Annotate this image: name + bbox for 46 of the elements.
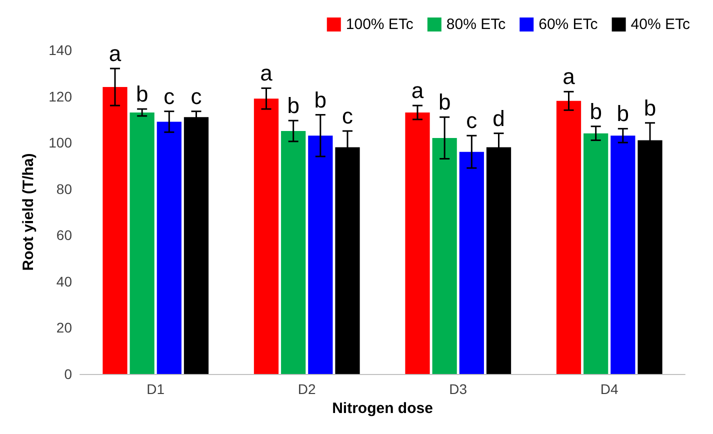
data-label: b	[438, 90, 451, 115]
y-tick-label: 120	[48, 88, 72, 104]
x-tick-label: D3	[449, 381, 468, 397]
bar	[405, 112, 430, 374]
legend-label: 40% ETc	[630, 16, 690, 33]
data-label: c	[190, 84, 202, 109]
data-label: a	[562, 64, 576, 90]
bar	[556, 100, 582, 374]
x-tick-label: D4	[600, 381, 619, 397]
bar	[102, 87, 128, 374]
bar	[584, 133, 608, 374]
data-label: b	[644, 95, 656, 120]
bar	[281, 131, 306, 374]
data-label: a	[411, 78, 424, 104]
bar	[156, 122, 182, 374]
data-label: c	[342, 104, 353, 128]
x-tick-label: D1	[146, 381, 165, 397]
bar	[459, 152, 484, 374]
bar	[308, 136, 333, 374]
x-axis-title: Nitrogen dose	[332, 400, 433, 417]
data-label: b	[287, 93, 300, 118]
data-label: b	[590, 98, 602, 124]
data-label: a	[108, 41, 122, 66]
x-tick-label: D2	[298, 381, 316, 397]
data-label: b	[616, 101, 630, 126]
y-tick-label: 140	[48, 42, 72, 58]
data-label: d	[492, 106, 505, 131]
y-tick-label: 0	[64, 366, 72, 382]
y-tick-label: 40	[56, 273, 72, 290]
legend-label: 100% ETc	[346, 16, 414, 33]
data-label: c	[466, 108, 478, 134]
y-tick-label: 100	[48, 134, 72, 151]
bar	[432, 138, 457, 374]
bar	[610, 136, 636, 374]
y-tick-label: 80	[56, 180, 72, 197]
y-tick-label: 60	[56, 227, 72, 244]
data-label: b	[136, 82, 148, 107]
data-label: c	[164, 84, 175, 109]
legend-label: 80% ETc	[446, 16, 506, 33]
data-label: b	[314, 87, 327, 112]
bar	[130, 112, 154, 374]
y-tick-label: 20	[56, 320, 72, 336]
legend-label: 60% ETc	[538, 16, 598, 33]
data-label: a	[260, 60, 274, 86]
y-axis-title: Root yield (T/ha)	[20, 153, 37, 271]
bar	[254, 98, 279, 374]
